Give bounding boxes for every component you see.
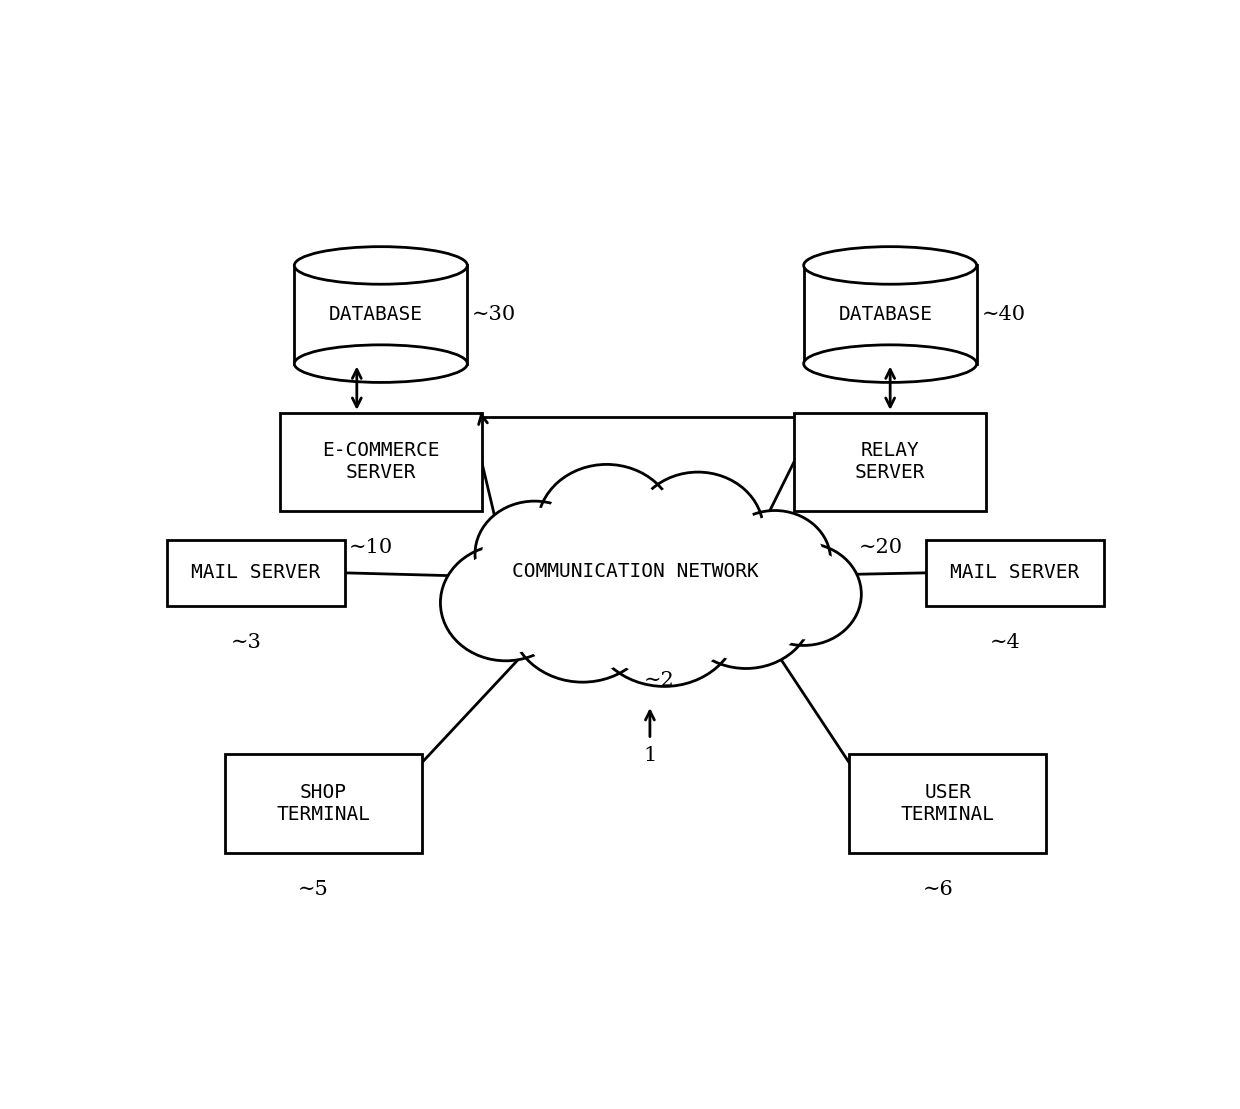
Circle shape (746, 543, 862, 645)
Circle shape (687, 556, 805, 661)
Text: RELAY
SERVER: RELAY SERVER (854, 441, 925, 482)
Text: COMMUNICATION NETWORK: COMMUNICATION NETWORK (512, 561, 759, 581)
Circle shape (482, 508, 587, 601)
Text: 1: 1 (644, 746, 657, 765)
Ellipse shape (294, 345, 467, 383)
Circle shape (753, 549, 854, 639)
Text: ∼6: ∼6 (923, 879, 954, 898)
Text: DATABASE: DATABASE (838, 305, 932, 324)
Circle shape (510, 552, 656, 682)
Circle shape (640, 479, 755, 581)
Circle shape (599, 561, 730, 679)
Circle shape (537, 465, 676, 588)
Circle shape (589, 553, 739, 686)
Ellipse shape (804, 246, 977, 284)
Text: MAIL SERVER: MAIL SERVER (951, 563, 1080, 582)
Text: ∼30: ∼30 (472, 305, 516, 324)
Circle shape (475, 501, 594, 607)
Ellipse shape (804, 345, 977, 383)
Text: MAIL SERVER: MAIL SERVER (191, 563, 320, 582)
FancyBboxPatch shape (224, 754, 422, 853)
Text: DATABASE: DATABASE (329, 305, 423, 324)
Text: ∼4: ∼4 (990, 633, 1021, 652)
FancyBboxPatch shape (926, 540, 1104, 607)
Text: SHOP
TERMINAL: SHOP TERMINAL (277, 783, 371, 824)
Text: ∼20: ∼20 (858, 538, 903, 557)
Text: ∼3: ∼3 (231, 633, 262, 652)
Polygon shape (804, 265, 977, 364)
Text: ∼2: ∼2 (644, 671, 675, 690)
Circle shape (448, 551, 563, 654)
Circle shape (546, 471, 667, 580)
Ellipse shape (294, 246, 467, 284)
Circle shape (518, 560, 647, 674)
Text: ∼5: ∼5 (298, 879, 329, 898)
Circle shape (719, 510, 831, 610)
Text: E-COMMERCE
SERVER: E-COMMERCE SERVER (322, 441, 440, 482)
Circle shape (725, 517, 823, 603)
Circle shape (678, 549, 813, 669)
Circle shape (632, 472, 764, 588)
Text: ∼40: ∼40 (982, 305, 1025, 324)
Text: ∼10: ∼10 (350, 538, 393, 557)
FancyBboxPatch shape (794, 413, 986, 511)
FancyBboxPatch shape (849, 754, 1047, 853)
FancyBboxPatch shape (167, 540, 345, 607)
Text: USER
TERMINAL: USER TERMINAL (900, 783, 994, 824)
Polygon shape (294, 265, 467, 364)
FancyBboxPatch shape (280, 413, 481, 511)
Circle shape (440, 545, 572, 661)
